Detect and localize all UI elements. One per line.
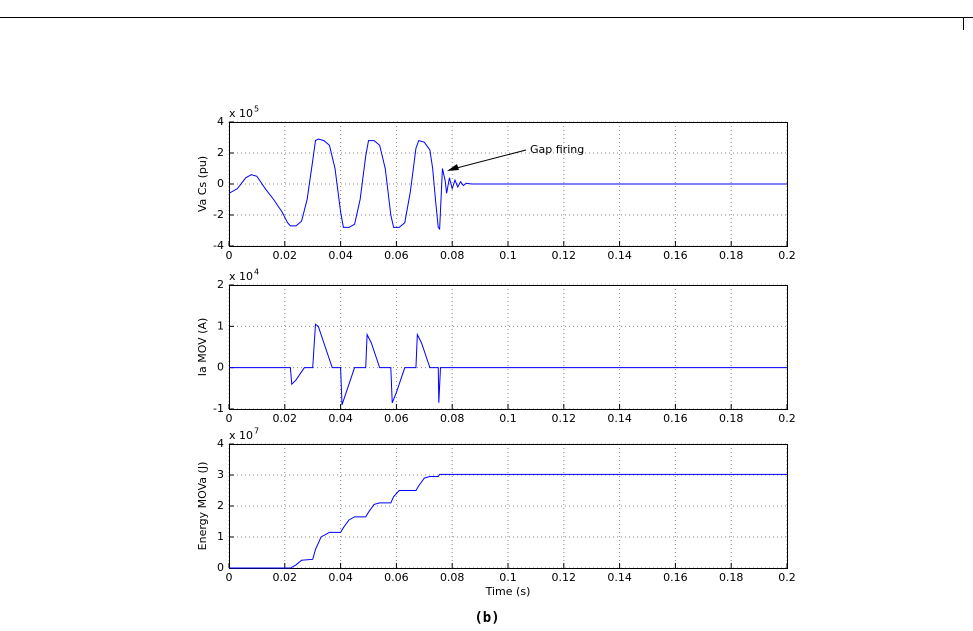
x-tick-label: 0.18 — [719, 571, 744, 584]
y-tick-label: 4 — [217, 437, 224, 450]
x-tick-label: 0.12 — [552, 412, 577, 425]
data-line — [229, 473, 787, 569]
x-tick-label: 0.1 — [499, 249, 517, 262]
annotation-arrowhead — [447, 164, 459, 171]
y-multiplier-exponent: 7 — [254, 427, 259, 436]
y-tick-label: 4 — [217, 115, 224, 128]
x-tick-label: 0.06 — [384, 249, 409, 262]
y-tick-label: 2 — [217, 278, 224, 291]
x-tick-label: 0.06 — [384, 571, 409, 584]
x-tick-label: 0 — [226, 249, 233, 262]
x-tick-label: 0.08 — [440, 571, 465, 584]
x-tick-label: 0.1 — [499, 412, 517, 425]
x-tick-label: 0.04 — [328, 412, 353, 425]
x-tick-label: 0.12 — [552, 571, 577, 584]
y-tick-label: -1 — [213, 402, 224, 415]
y-tick-label: 0 — [217, 177, 224, 190]
x-tick-label: 0.2 — [778, 249, 796, 262]
y-tick-label: -2 — [213, 208, 224, 221]
annotation: Gap firing — [530, 143, 584, 156]
y-multiplier: x 10 — [229, 107, 253, 120]
x-tick-label: 0 — [226, 412, 233, 425]
x-tick-label: 0.18 — [719, 412, 744, 425]
x-tick-label: 0.02 — [273, 571, 298, 584]
x-tick-label: 0.16 — [663, 249, 688, 262]
y-axis-label: Va Cs (pu) — [196, 156, 209, 212]
x-tick-label: 0.08 — [440, 249, 465, 262]
x-tick-label: 0.18 — [719, 249, 744, 262]
axes-box — [229, 285, 788, 410]
y-axis-label: Energy MOVa (J) — [196, 462, 209, 551]
x-tick-label: 0.14 — [607, 571, 632, 584]
y-tick-label: 0 — [217, 361, 224, 374]
x-tick-label: 0.06 — [384, 412, 409, 425]
x-tick-label: 0.16 — [663, 412, 688, 425]
annotation-arrow — [448, 149, 527, 171]
y-tick-label: 0 — [217, 561, 224, 574]
x-tick-label: 0.16 — [663, 571, 688, 584]
y-tick-label: 2 — [217, 146, 224, 159]
x-axis-label: Time (s) — [485, 585, 531, 598]
axes-box — [229, 122, 788, 247]
x-tick-label: 0.02 — [273, 412, 298, 425]
y-tick-label: 2 — [217, 499, 224, 512]
y-tick-label: 1 — [217, 319, 224, 332]
x-tick-label: 0.02 — [273, 249, 298, 262]
y-multiplier: x 10 — [229, 429, 253, 442]
x-tick-label: 0.2 — [778, 571, 796, 584]
axes-box — [229, 444, 788, 569]
x-tick-label: 0 — [226, 571, 233, 584]
y-multiplier-exponent: 4 — [254, 268, 259, 277]
x-tick-label: 0.04 — [328, 249, 353, 262]
y-tick-label: -4 — [213, 239, 224, 252]
y-tick-label: 3 — [217, 468, 224, 481]
x-tick-label: 0.04 — [328, 571, 353, 584]
x-tick-label: 0.08 — [440, 412, 465, 425]
x-tick-label: 0.14 — [607, 412, 632, 425]
y-tick-label: 1 — [217, 530, 224, 543]
caption: (b) — [474, 610, 499, 626]
y-multiplier-exponent: 5 — [254, 105, 259, 114]
x-tick-label: 0.12 — [552, 249, 577, 262]
y-multiplier: x 10 — [229, 270, 253, 283]
data-line — [229, 323, 787, 406]
y-axis-label: Ia MOV (A) — [196, 318, 209, 377]
x-tick-label: 0.14 — [607, 249, 632, 262]
data-line — [228, 138, 787, 231]
x-tick-label: 0.1 — [499, 571, 517, 584]
x-tick-label: 0.2 — [778, 412, 796, 425]
